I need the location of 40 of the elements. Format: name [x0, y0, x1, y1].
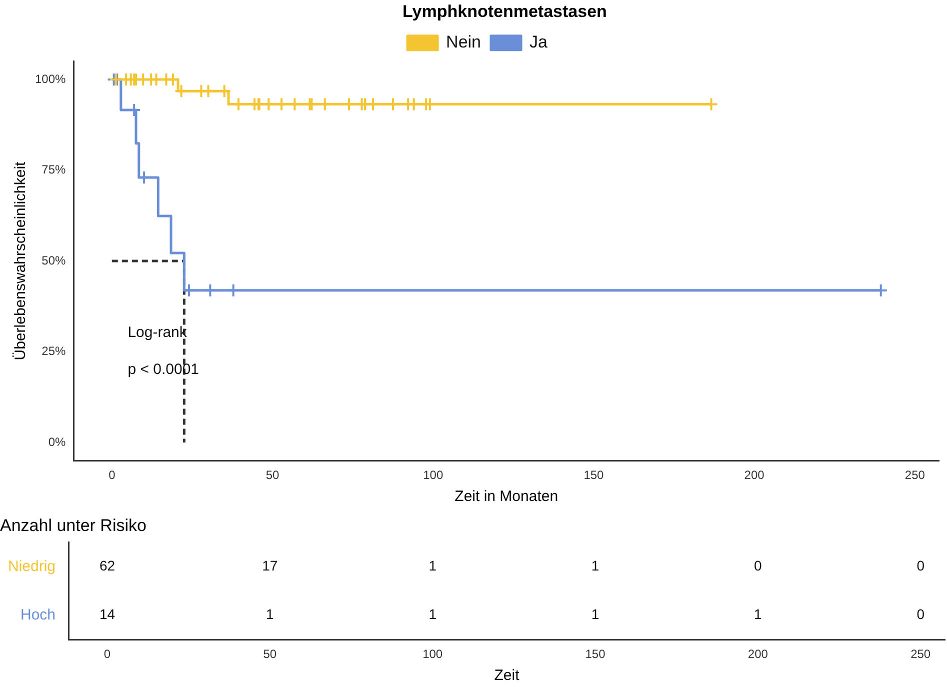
- y-axis-title: Überlebenswahrscheinlichkeit: [12, 160, 30, 360]
- data-label: 17: [262, 558, 278, 574]
- x-axis-title: Zeit in Monaten: [454, 488, 558, 506]
- x-tick-label: 250: [904, 468, 926, 482]
- y-tick-label: 0%: [48, 434, 66, 449]
- data-label: 1: [266, 606, 274, 622]
- x-tick-label: 100: [422, 647, 443, 662]
- x-tick-label: 200: [748, 647, 768, 662]
- data-label: 0: [754, 558, 762, 574]
- data-label: 14: [99, 606, 116, 622]
- x-tick-label: 0: [104, 647, 111, 662]
- legend-label: Nein: [446, 32, 482, 52]
- legend-label: Ja: [530, 32, 548, 52]
- annotation: p < 0.0001: [128, 360, 200, 378]
- y-tick-label: 25%: [42, 344, 66, 358]
- data-label: 0: [916, 606, 925, 622]
- x-tick-label: 50: [266, 468, 280, 482]
- x-tick-label: 200: [744, 468, 765, 482]
- x-tick-label: 100: [423, 468, 444, 482]
- y-tick-label: 50%: [42, 253, 66, 268]
- x-tick-label: 150: [585, 647, 606, 662]
- data-label: 0: [916, 558, 925, 574]
- data-label: 1: [591, 606, 600, 622]
- y-tick-label: 75%: [42, 162, 66, 177]
- chart-title: Anzahl unter Risiko: [0, 516, 146, 535]
- data-label: 1: [428, 606, 437, 622]
- data-label: 62: [99, 558, 116, 574]
- y-tick-label: Niedrig: [8, 558, 56, 575]
- x-tick-label: 0: [108, 468, 116, 482]
- x-tick-label: 50: [263, 647, 277, 662]
- annotation: Log-rank: [128, 324, 188, 341]
- y-tick-label: Hoch: [20, 606, 56, 624]
- x-tick-label: 150: [584, 468, 604, 482]
- legend-title: Lymphknotenmetastasen: [402, 2, 607, 22]
- y-tick-label: 100%: [34, 72, 66, 86]
- data-label: 1: [591, 558, 600, 574]
- data-label: 1: [428, 558, 437, 574]
- data-label: 1: [754, 606, 762, 622]
- x-tick-label: 250: [910, 647, 931, 662]
- x-axis-title: Zeit: [494, 667, 520, 684]
